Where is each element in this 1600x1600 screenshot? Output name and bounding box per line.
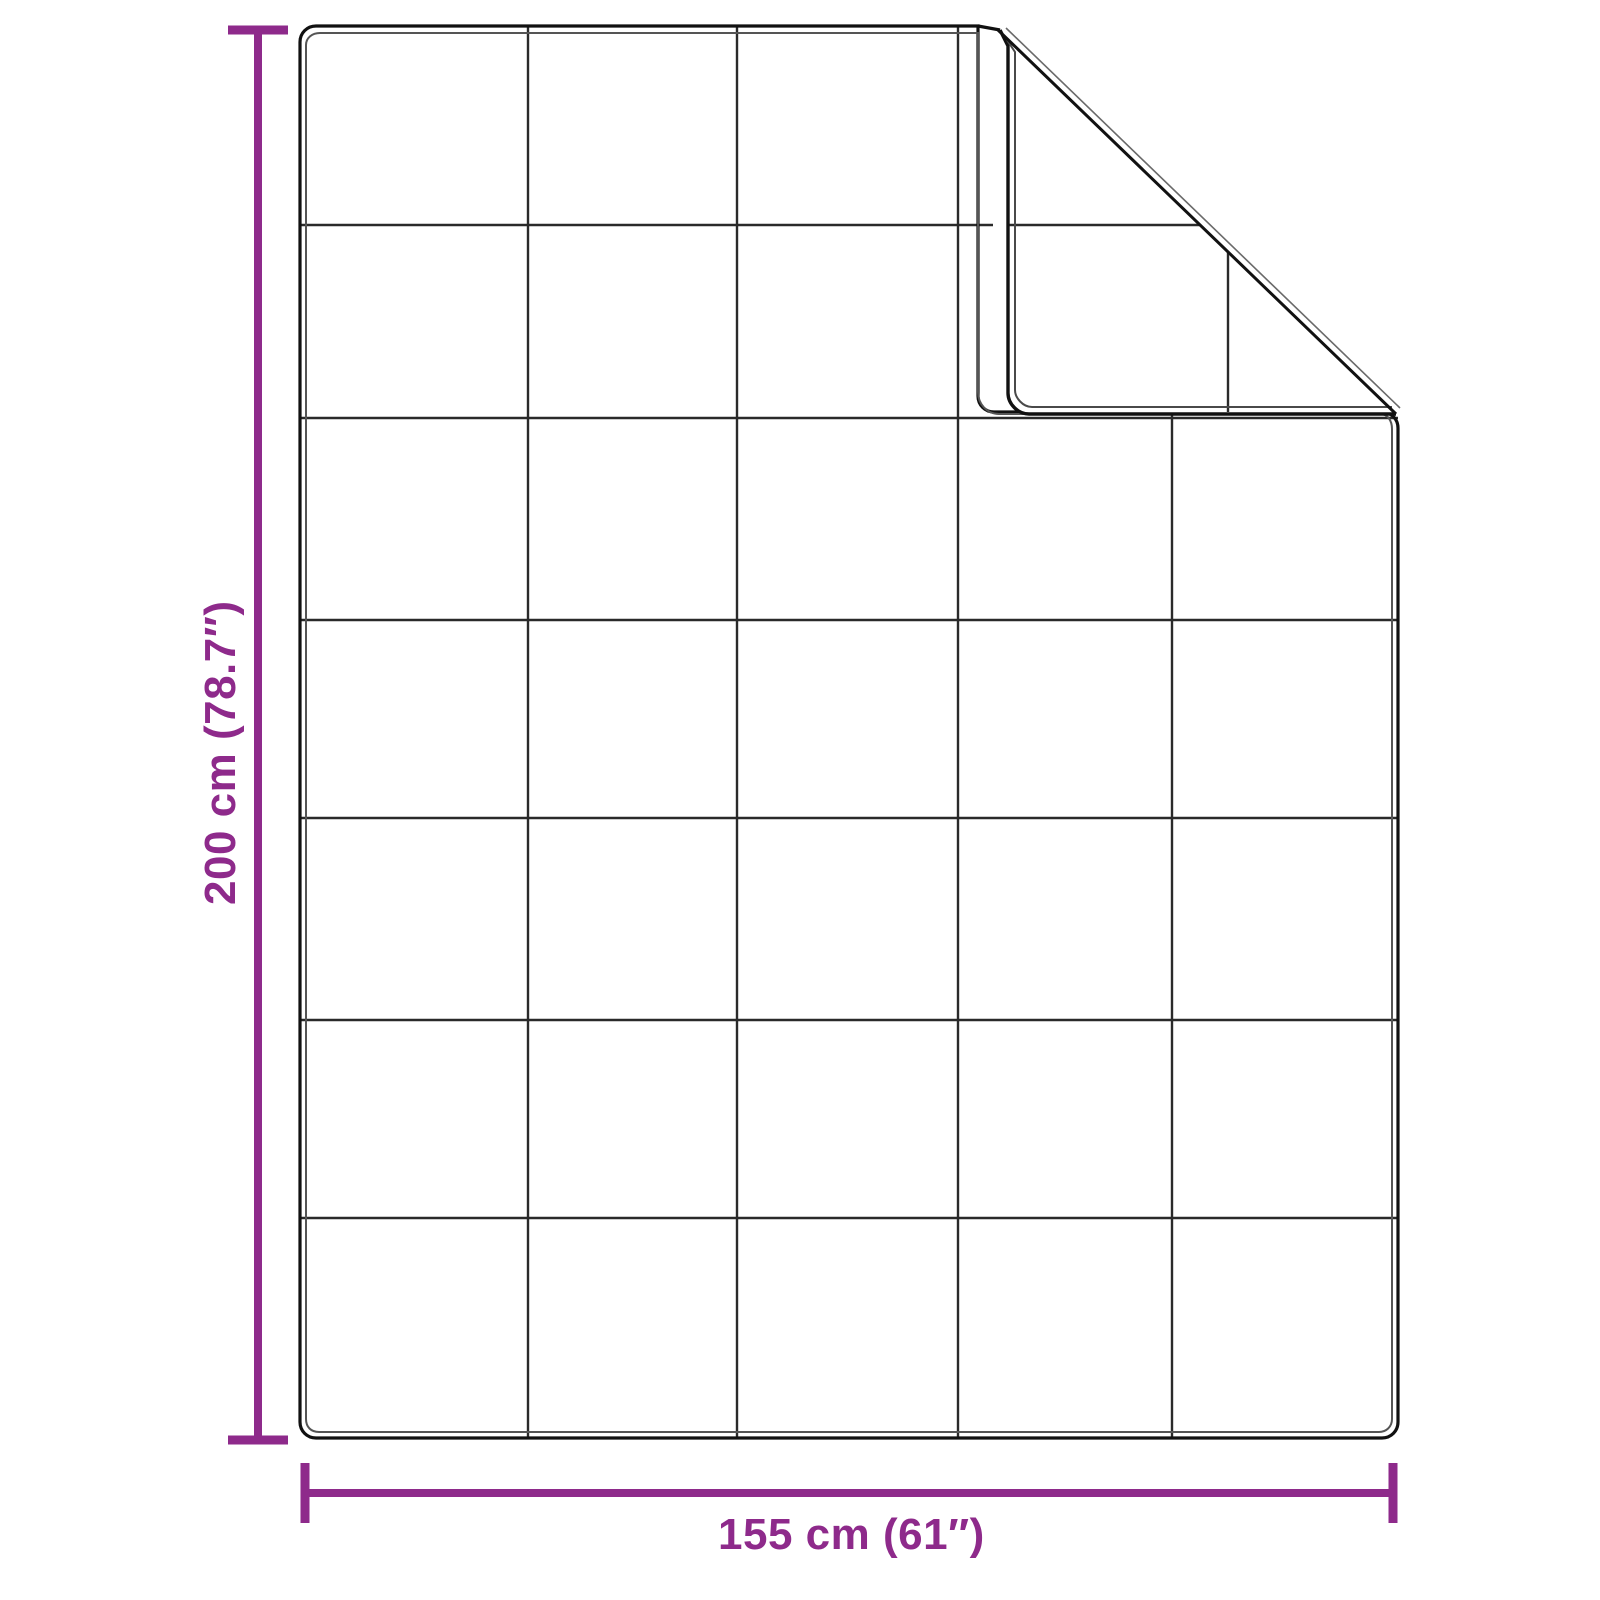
folded-corner-hem-inner xyxy=(1006,39,1392,408)
width-dimension-line xyxy=(300,1463,1398,1523)
folded-corner-hem xyxy=(998,29,1396,416)
height-dimension-line xyxy=(228,25,288,1445)
fold-hinge-top xyxy=(977,24,1001,32)
width-dimension-label: 155 cm (61″) xyxy=(718,1510,985,1559)
quilt-grid-main-body xyxy=(300,26,1398,1438)
blanket-inner-hem-stitch xyxy=(305,32,1393,1433)
fold-crease-diagonal-highlight xyxy=(1005,27,1401,409)
height-dimension-label: 200 cm (78.7″) xyxy=(196,600,245,905)
blanket-body-fill xyxy=(300,26,1398,1438)
fold-crease-diagonal xyxy=(996,28,1398,416)
